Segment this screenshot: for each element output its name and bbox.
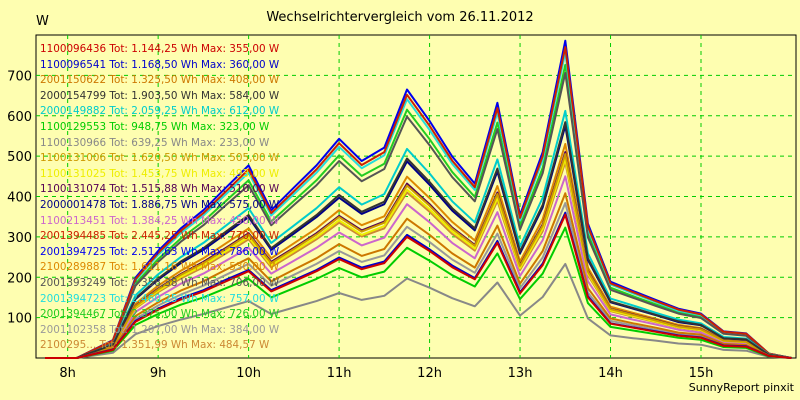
legend-entry: 2001394467 Tot: 2.375,00 Wh Max: 726,00 … <box>40 308 280 321</box>
legend-entry: 2001394485 Tot: 2.445,25 Wh Max: 770,00 … <box>40 230 280 243</box>
x-tick-label: 11h <box>327 366 352 381</box>
legend-entry: 1100131074 Tot: 1.515,88 Wh Max: 510,00 … <box>40 183 280 196</box>
series-line <box>45 262 792 359</box>
legend-entry: 2001102358 Tot: 1.207,00 Wh Max: 384,00 … <box>40 323 280 336</box>
x-tick-label: 9h <box>150 366 167 381</box>
legend-entry: 2100295... Tot: 1.351,99 Wh Max: 484,57 … <box>40 339 270 352</box>
legend-entry: 2001150622 Tot: 1.325,50 Wh Max: 408,00 … <box>40 74 280 87</box>
legend-entry: 1100131025 Tot: 1.453,75 Wh Max: 493,00 … <box>40 167 280 180</box>
series-line <box>45 192 792 359</box>
y-tick-label: 200 <box>7 271 32 286</box>
legend: 1100096436 Tot: 1.144,25 Wh Max: 355,00 … <box>40 42 279 354</box>
x-tick-label: 14h <box>598 366 623 381</box>
legend-entry: 2000154799 Tot: 1.903,50 Wh Max: 584,00 … <box>40 89 280 102</box>
y-tick-label: 600 <box>7 110 32 125</box>
x-tick-label: 15h <box>689 366 714 381</box>
series-line <box>45 153 792 359</box>
series-line <box>45 46 792 359</box>
legend-entry: 2001394725 Tot: 2.517,63 Wh Max: 786,00 … <box>40 245 280 258</box>
legend-entry: 2000001478 Tot: 1.886,75 Wh Max: 575,00 … <box>40 198 280 211</box>
x-tick-label: 13h <box>508 366 533 381</box>
x-tick-label: 12h <box>417 366 442 381</box>
series-line <box>45 72 792 359</box>
series-line <box>45 143 792 359</box>
y-tick-label: 700 <box>7 69 32 84</box>
y-tick-label: 500 <box>7 150 32 165</box>
legend-entry: 1100130966 Tot: 639,25 Wh Max: 233,00 W <box>40 136 270 149</box>
legend-entry: 2100289887 Tot: 1.611,16 Wh Max: 530,00 … <box>40 261 280 274</box>
series-line <box>45 226 792 359</box>
x-tick-label: 10h <box>236 366 261 381</box>
series-line <box>45 63 792 359</box>
legend-entry: 2001393249 Tot: 2.358,38 Wh Max: 706,00 … <box>40 276 280 289</box>
series-line <box>45 213 792 359</box>
series-line <box>45 202 792 359</box>
series-line <box>45 109 792 359</box>
legend-entry: 2001394723 Tot: 2.460,25 Wh Max: 757,00 … <box>40 292 280 305</box>
series-line <box>45 121 792 359</box>
y-tick-label: 400 <box>7 191 32 206</box>
footer-credit: SunnyReport pinxit <box>688 381 794 394</box>
legend-entry: 1100129553 Tot: 948,75 Wh Max: 323,00 W <box>40 120 270 133</box>
chart-title: Wechselrichtervergleich vom 26.11.2012 <box>266 10 534 25</box>
y-tick-label: 300 <box>7 231 32 246</box>
series-line <box>45 175 792 359</box>
x-tick-label: 8h <box>59 366 76 381</box>
legend-entry: 1100096541 Tot: 1.168,50 Wh Max: 360,00 … <box>40 58 280 71</box>
legend-entry: 1100131006 Tot: 1.620,50 Wh Max: 505,00 … <box>40 152 280 165</box>
y-tick-label: 100 <box>7 312 32 327</box>
legend-entry: 1100096436 Tot: 1.144,25 Wh Max: 355,00 … <box>40 43 280 55</box>
y-axis-unit: W <box>36 14 49 29</box>
legend-entry: 1100213451 Tot: 1.384,25 Wh Max: 450,00 … <box>40 214 280 227</box>
legend-entry: 2000149882 Tot: 2.059,25 Wh Max: 612,00 … <box>40 105 280 118</box>
